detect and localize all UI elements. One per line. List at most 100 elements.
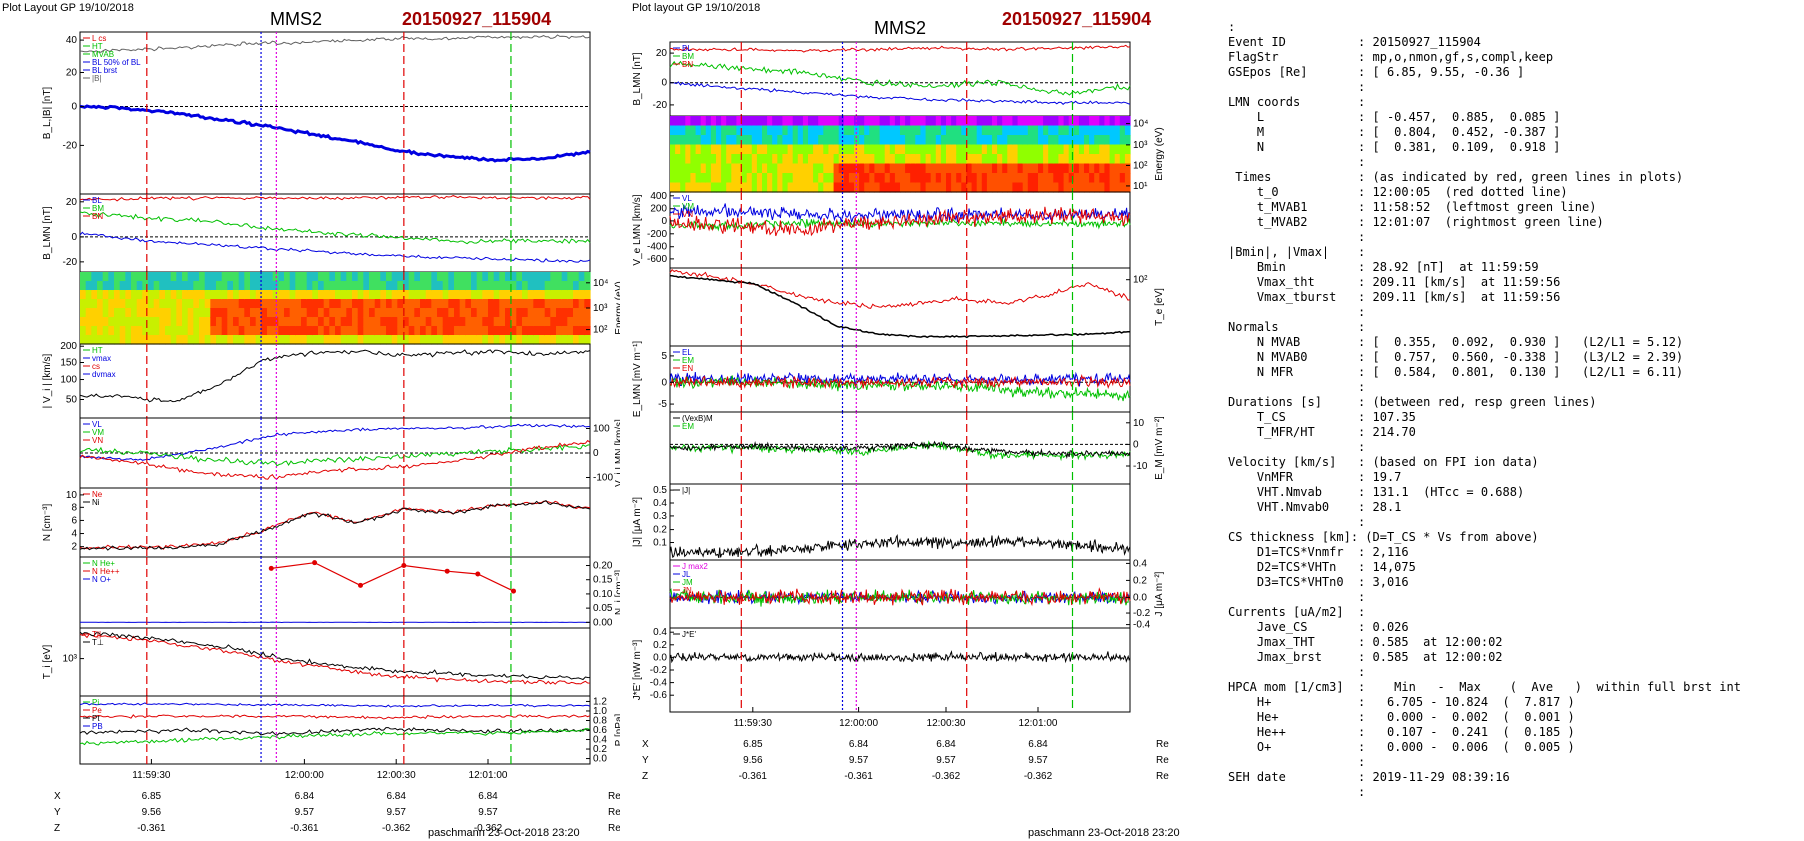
spectrogram-cell [1114, 154, 1121, 165]
spectrogram-cell [1043, 144, 1049, 155]
spectrogram-cell [148, 290, 155, 300]
spectrogram-cell [1068, 144, 1075, 155]
spectrogram-cell [797, 144, 804, 155]
spectrogram-cell [833, 182, 840, 193]
spectrogram-cell [762, 182, 768, 193]
spectrogram-cell [1109, 144, 1116, 155]
spectrogram-cell [792, 163, 799, 174]
spectrogram-cell [1027, 154, 1034, 165]
spectrogram-cell [159, 272, 166, 282]
spectrogram-cell [199, 317, 206, 327]
y-tick-label: 20 [66, 68, 78, 79]
spectrogram-cell [539, 299, 546, 309]
spectrogram-cell [736, 125, 743, 136]
spectrogram-cell [272, 326, 279, 336]
y-tick-label: 10⁴ [1133, 119, 1148, 130]
spectrogram-cell [306, 335, 313, 345]
spectrogram-cell [1104, 173, 1111, 184]
y-axis-label: | V_i | [km/s] [42, 353, 53, 408]
spectrogram-cell [250, 272, 257, 282]
spectrogram-cell [323, 272, 330, 282]
y-axis-label: N [cm⁻³] [42, 504, 53, 542]
spectrogram-cell [476, 317, 483, 327]
spectrogram-cell [1038, 125, 1044, 136]
spectrogram-cell [482, 308, 489, 318]
spectrogram-cell [1012, 173, 1019, 184]
spectrogram-cell [1012, 125, 1019, 136]
spectrogram-cell [550, 335, 557, 345]
spectrogram-cell [680, 163, 686, 174]
spectrogram-cell [306, 317, 313, 327]
spectrogram-cell [295, 335, 302, 345]
left-plot-header: Plot Layout GP 19/10/2018 [2, 2, 134, 14]
spectrogram-cell [420, 272, 427, 282]
spectrogram-cell [859, 173, 865, 184]
y-tick-label: 10⁴ [593, 278, 608, 289]
spectrogram-cell [946, 116, 952, 127]
spectrogram-cell [741, 144, 748, 155]
spectrogram-cell [951, 144, 957, 155]
spectrogram-cell [961, 182, 967, 193]
ephemeris-value: 9.57 [936, 755, 956, 766]
spectrogram-cell [802, 116, 809, 127]
spectrogram-cell [905, 144, 911, 155]
spectrogram-cell [843, 163, 850, 174]
spectrogram-cell [454, 335, 461, 345]
spectrogram-cell [431, 317, 438, 327]
spectrogram-cell [533, 335, 540, 345]
y-tick-label: 2 [71, 542, 77, 553]
spectrogram-cell [448, 290, 455, 300]
spectrogram-cell [695, 163, 702, 174]
y-tick-label: 0 [71, 102, 77, 113]
spectrogram-cell [244, 290, 251, 300]
spectrogram-cell [204, 335, 211, 345]
panel-frame [79, 627, 591, 697]
spectrogram-cell [848, 182, 855, 193]
spectrogram-cell [369, 326, 376, 336]
spectrogram-cell [369, 317, 376, 327]
spectrogram-cell [182, 326, 189, 336]
spectrogram-cell [976, 125, 983, 136]
spectrogram-cell [544, 281, 551, 291]
spectrogram-cell [527, 317, 534, 327]
spectrogram-cell [386, 299, 393, 309]
spectrogram-cell [859, 116, 865, 127]
spectrogram-cell [1089, 154, 1095, 165]
legend-entry: N O+ [92, 575, 111, 584]
spectrogram-cell [91, 281, 98, 291]
spectrogram-cell [716, 135, 722, 146]
spectrogram-cell [787, 173, 794, 184]
spectrogram-cell [726, 154, 732, 165]
spectrogram-cell [966, 125, 973, 136]
info-line: N MVAB0 : [ 0.757, 0.560, -0.338 ] (L3/L… [1228, 350, 1684, 364]
spectrogram-cell [823, 125, 829, 136]
spectrogram-cell [482, 272, 489, 282]
spectrogram-cell [705, 116, 712, 127]
panel-frame [669, 627, 1131, 713]
spectrogram-cell [448, 281, 455, 291]
spectrogram-cell [159, 290, 166, 300]
spectrogram-cell [210, 335, 217, 345]
spectrogram-cell [1068, 116, 1075, 127]
spectrogram-cell [792, 144, 799, 155]
spectrogram-cell [352, 308, 359, 318]
spectrogram-cell [102, 299, 109, 309]
ephemeris-unit: Re [608, 823, 620, 834]
spectrogram-cell [255, 326, 262, 336]
panel-frame [79, 31, 591, 195]
spectrogram-cell [397, 317, 404, 327]
spectrogram-cell [716, 173, 722, 184]
spectrogram-cell [889, 125, 896, 136]
spectrogram-cell [1068, 154, 1075, 165]
spectrogram-cell [250, 290, 257, 300]
spectrogram-cell [808, 144, 814, 155]
spectrogram-cell [85, 335, 92, 345]
spectrogram-cell [1027, 182, 1034, 193]
y-axis-label: P [nPa] [614, 713, 620, 746]
y-axis-label: B_LMN [nT] [632, 52, 643, 106]
spectrogram-cell [1073, 154, 1080, 165]
spectrogram-cell [425, 317, 432, 327]
spectrogram-cell [741, 135, 748, 146]
spectrogram-cell [997, 135, 1003, 146]
spectrogram-cell [108, 290, 115, 300]
